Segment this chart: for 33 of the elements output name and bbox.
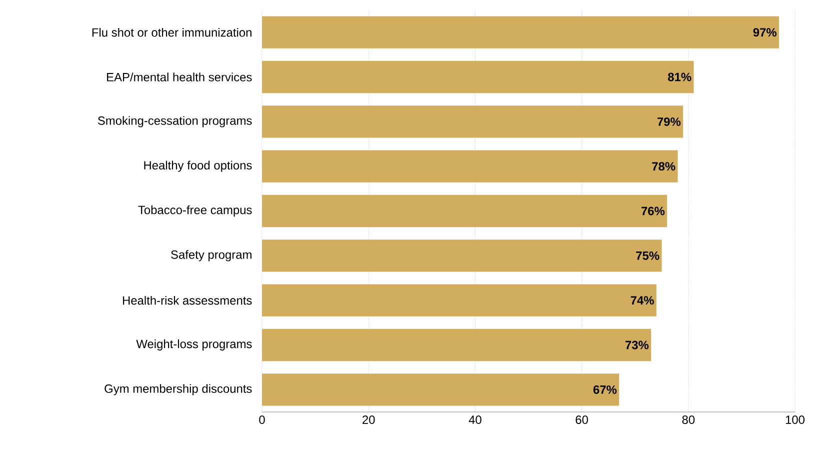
data-label: 97%: [753, 28, 777, 37]
y-tick-label: EAP/mental health services: [107, 72, 252, 82]
y-tick-label: Healthy food options: [144, 160, 252, 172]
x-tick-label: 60: [576, 416, 588, 424]
data-label: 81%: [668, 72, 692, 82]
y-tick-label: Tobacco-free campus: [138, 205, 252, 217]
data-label: 79%: [657, 117, 681, 126]
y-tick-label: Weight-loss programs: [136, 339, 252, 351]
y-tick-label: Flu shot or other immunization: [92, 28, 252, 37]
bar: [262, 106, 684, 138]
bar: [262, 60, 694, 94]
y-tick-label: Gym membership discounts: [104, 384, 252, 396]
x-tick-label: 40: [468, 416, 482, 424]
bar: [262, 328, 652, 362]
data-label: 76%: [641, 206, 665, 216]
bar: [262, 16, 780, 48]
data-label: 75%: [636, 251, 660, 260]
y-tick-label: Health-risk assessments: [123, 296, 252, 305]
y-tick-label: Safety program: [171, 250, 252, 262]
data-label: 78%: [652, 162, 676, 171]
data-label: 74%: [630, 296, 654, 305]
y-tick-label: Smoking-cessation programs: [98, 116, 252, 128]
bar: [262, 240, 662, 272]
data-label: 73%: [625, 340, 649, 350]
bar: [262, 374, 620, 406]
x-tick-label: 0: [259, 416, 265, 424]
bar: [262, 194, 668, 228]
x-tick-label: 100: [786, 416, 805, 424]
x-tick-label: 80: [682, 416, 695, 424]
data-label: 67%: [593, 385, 617, 394]
bar: [262, 284, 656, 316]
x-tick-label: 20: [362, 416, 375, 424]
bar: [262, 150, 678, 182]
